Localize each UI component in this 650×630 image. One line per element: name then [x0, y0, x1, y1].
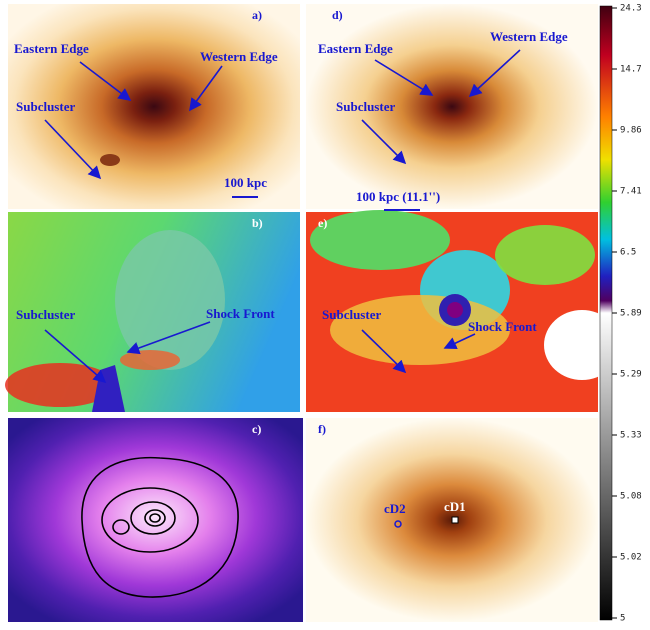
annotation: Subcluster — [16, 99, 75, 114]
annotation: Eastern Edge — [318, 41, 393, 56]
arrow — [374, 59, 434, 96]
colorbar — [599, 5, 613, 621]
panel-label: d) — [332, 8, 343, 22]
panel-label: a) — [252, 8, 262, 22]
panel-label: f) — [318, 422, 326, 436]
arrow — [361, 119, 407, 165]
colorbar-label: 5.08 — [620, 492, 642, 502]
colorbar-label: 5.02 — [620, 553, 642, 563]
annotation: cD1 — [444, 499, 466, 514]
colorbar-label: 24.3 — [620, 4, 642, 14]
colorbar-label: 5.33 — [620, 431, 642, 441]
arrow — [361, 329, 407, 374]
annotation: Shock Front — [206, 306, 275, 321]
colorbar-label: 14.7 — [620, 65, 642, 75]
panel-label: b) — [252, 216, 263, 230]
annotation: Western Edge — [200, 49, 278, 64]
cd2-marker — [394, 520, 402, 528]
hot-region — [120, 350, 180, 370]
annotation: Western Edge — [490, 29, 568, 44]
arrow — [44, 329, 107, 384]
arrow — [44, 119, 102, 180]
annotation: Subcluster — [336, 99, 395, 114]
annotation: Eastern Edge — [14, 41, 89, 56]
annotation: 100 kpc — [224, 175, 267, 190]
arrow — [468, 49, 521, 98]
core — [447, 302, 463, 318]
annotation: 100 kpc (11.1'') — [356, 189, 440, 204]
cd1-marker — [451, 516, 459, 524]
hot-region — [5, 363, 115, 407]
colorbar-label: 5 — [620, 614, 625, 624]
arrow — [126, 321, 211, 355]
panel-label: e) — [318, 216, 327, 230]
panel-image — [8, 418, 303, 622]
panel-image — [8, 4, 300, 209]
arrow — [79, 61, 132, 101]
colorbar-label: 9.86 — [620, 126, 642, 136]
annotation: cD2 — [384, 501, 406, 516]
cloud — [310, 210, 450, 270]
colorbar-label: 5.29 — [620, 370, 642, 380]
annotation: Subcluster — [322, 307, 381, 322]
cloud — [495, 225, 595, 285]
contours — [81, 456, 239, 598]
arrow — [189, 65, 223, 112]
colorbar-label: 6.5 — [620, 248, 636, 258]
panel-label: c) — [252, 422, 261, 436]
annotation: Shock Front — [468, 319, 537, 334]
colorbar-label: 7.41 — [620, 187, 642, 197]
arrow — [443, 333, 476, 350]
panel-image — [306, 4, 598, 209]
annotation: Subcluster — [16, 307, 75, 322]
colorbar-label: 5.89 — [620, 309, 642, 319]
subcluster-blob — [100, 154, 120, 166]
cloud — [115, 230, 225, 370]
